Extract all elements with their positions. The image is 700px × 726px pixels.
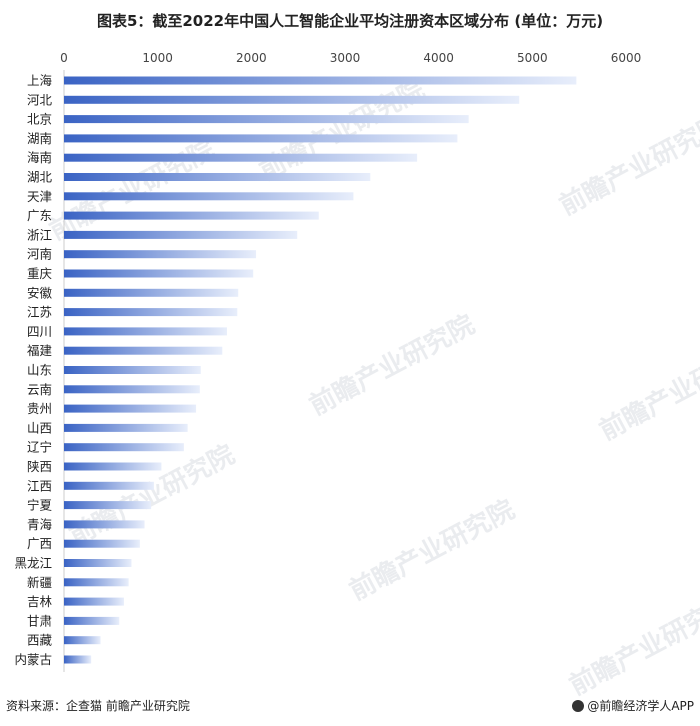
category-label: 辽宁 [27, 440, 52, 455]
bar [64, 230, 298, 239]
bar [64, 501, 152, 510]
category-label: 云南 [27, 382, 52, 397]
x-tick-label: 4000 [423, 51, 454, 65]
category-label: 北京 [27, 112, 52, 127]
x-tick-label: 5000 [517, 51, 548, 65]
bar [64, 655, 92, 664]
category-label: 河北 [27, 92, 53, 107]
bar [64, 288, 239, 297]
bar [64, 211, 319, 220]
category-label: 四川 [27, 324, 52, 339]
category-label: 甘肃 [27, 613, 52, 628]
footer: 资料来源：企查猫 前瞻产业研究院 @前瞻经济学人APP [0, 694, 700, 726]
bar [64, 269, 254, 278]
bar [64, 520, 145, 529]
bar [64, 443, 184, 452]
bar [64, 404, 197, 413]
category-label: 山东 [27, 363, 52, 378]
category-label: 上海 [27, 73, 53, 88]
x-tick-label: 3000 [330, 51, 361, 65]
x-tick-label: 6000 [611, 51, 642, 65]
category-label: 天津 [27, 189, 52, 204]
y-axis: 上海河北北京湖南海南湖北天津广东浙江河南重庆安徽江苏四川福建山东云南贵州山西辽宁… [14, 73, 52, 667]
category-label: 山西 [27, 420, 52, 435]
category-label: 湖北 [27, 170, 53, 185]
category-label: 贵州 [27, 401, 52, 416]
bar [64, 578, 129, 587]
bar [64, 616, 120, 625]
source-note: 资料来源：企查猫 前瞻产业研究院 [6, 699, 190, 713]
bar [64, 327, 227, 336]
bars [64, 76, 577, 664]
bar [64, 250, 257, 259]
x-tick-label: 0 [60, 51, 68, 65]
category-label: 吉林 [27, 594, 53, 609]
brand-logo-icon [572, 700, 585, 712]
category-label: 黑龙江 [14, 556, 52, 571]
category-label: 江西 [27, 478, 52, 493]
category-label: 宁夏 [27, 498, 53, 513]
category-label: 江苏 [27, 305, 52, 320]
bar [64, 95, 520, 104]
category-label: 安徽 [27, 285, 53, 300]
bar [64, 597, 124, 606]
bar [64, 385, 200, 394]
category-label: 广西 [27, 536, 52, 551]
bar [64, 636, 101, 645]
bar [64, 559, 132, 567]
category-label: 海南 [27, 150, 52, 165]
category-label: 陕西 [27, 459, 52, 474]
x-tick-label: 2000 [236, 51, 267, 65]
bar [64, 173, 371, 181]
brand-label: @前瞻经济学人APP [572, 697, 694, 714]
brand-text: @前瞻经济学人APP [587, 699, 694, 713]
category-label: 浙江 [27, 227, 52, 242]
x-tick-label: 1000 [142, 51, 173, 65]
bar [64, 153, 418, 162]
category-label: 广东 [27, 208, 52, 223]
bar [64, 462, 162, 471]
bar [64, 115, 469, 124]
category-label: 青海 [27, 517, 53, 532]
bar [64, 539, 140, 548]
bar [64, 366, 201, 374]
category-label: 重庆 [27, 266, 53, 281]
bar [64, 76, 577, 85]
bar [64, 192, 354, 201]
bar [64, 134, 458, 143]
category-label: 新疆 [27, 575, 52, 590]
category-label: 西藏 [27, 633, 53, 648]
chart-title: 图表5：截至2022年中国人工智能企业平均注册资本区域分布 (单位：万元) [96, 12, 604, 30]
category-label: 内蒙古 [14, 652, 52, 667]
bar [64, 308, 238, 317]
category-label: 福建 [27, 343, 53, 358]
bar [64, 423, 188, 432]
category-label: 河南 [27, 247, 52, 262]
category-label: 湖南 [27, 131, 52, 146]
x-axis: 0 1000 2000 3000 4000 5000 6000 [60, 51, 641, 672]
bar [64, 346, 223, 355]
bar [64, 481, 154, 490]
